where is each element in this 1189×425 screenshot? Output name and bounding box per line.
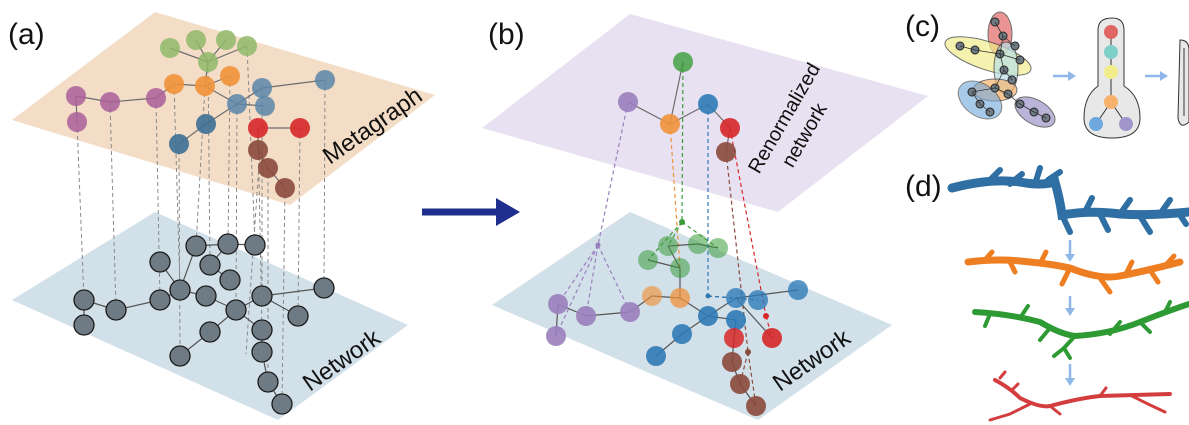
tree-orange: [964, 249, 1184, 295]
renormalized-nodes: [618, 52, 740, 162]
panel-a: (a) Metagraph Network: [8, 12, 435, 420]
clusters-stage2: [1083, 17, 1141, 139]
network-plane-a: [12, 212, 408, 420]
panel-d-label: (d): [905, 170, 942, 203]
network-nodes-a: [73, 233, 335, 415]
tree-red: [988, 370, 1172, 422]
c-arrow-1: [1053, 71, 1076, 81]
panel-b-label: (b): [488, 18, 525, 51]
d-arrow-2: [1065, 296, 1075, 316]
c-arrow-2: [1145, 71, 1168, 81]
metagraph-plane: [12, 12, 435, 205]
tree-green: [972, 300, 1189, 360]
clusters-edges: [959, 21, 1047, 119]
d-arrow-3: [1065, 364, 1075, 386]
panel-c-label: (c): [905, 10, 940, 43]
clusters-stage3: [1177, 39, 1189, 126]
metagraph-nodes: [66, 30, 335, 198]
panel-c: (c): [905, 10, 1189, 139]
d-arrow-1: [1065, 240, 1075, 262]
network-plane-b: [492, 212, 892, 420]
panel-a-label: (a): [8, 18, 45, 51]
panel-d: (d): [905, 165, 1189, 422]
panel-b: (b) Renormalized network Network: [482, 14, 928, 420]
tree-blue: [947, 165, 1189, 235]
network-nodes-b: [546, 234, 808, 416]
projection-hubs-b: [595, 219, 769, 355]
transform-arrow: [422, 198, 520, 226]
